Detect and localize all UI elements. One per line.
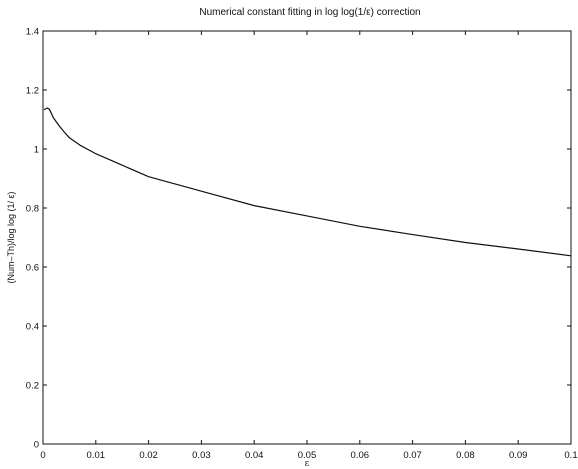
x-axis-label: ε	[305, 459, 310, 469]
series-line	[43, 107, 572, 257]
y-axis-label: (Num–Th)/log log (1/ ε)	[6, 191, 16, 283]
y-tick-label: 0.4	[26, 322, 39, 333]
x-tick-label: 0.03	[192, 450, 211, 461]
x-tick-label: 0.04	[245, 450, 264, 461]
x-tick-label: 0.07	[403, 450, 422, 461]
y-tick-label: 0.8	[26, 204, 39, 215]
x-tick-label: 0.06	[351, 450, 370, 461]
plot-frame	[42, 30, 572, 445]
y-tick-label: 0.6	[26, 263, 39, 274]
y-tick-label: 0.2	[26, 381, 39, 392]
y-tick-label: 1.4	[26, 27, 39, 38]
x-tick-label: 0.1	[564, 450, 577, 461]
y-tick-label: 1.2	[26, 86, 39, 97]
axis-ticks: 0 0.01 0.02 0.03 0.04 0.05 0.06 0.07 0.08 0.09 0.1…	[26, 27, 578, 462]
x-tick-label: 0.09	[509, 450, 528, 461]
x-tick-label: 0.08	[456, 450, 475, 461]
chart-title: Numerical constant fitting in log log(1/…	[199, 7, 420, 18]
x-tick-label: 0.01	[87, 450, 106, 461]
x-tick-label: 0	[40, 450, 45, 461]
x-tick-label: 0.05	[298, 450, 317, 461]
y-tick-label: 1	[34, 145, 39, 156]
series-group	[43, 107, 572, 257]
x-tick-label: 0.02	[139, 450, 158, 461]
y-tick-label: 0	[34, 440, 39, 451]
